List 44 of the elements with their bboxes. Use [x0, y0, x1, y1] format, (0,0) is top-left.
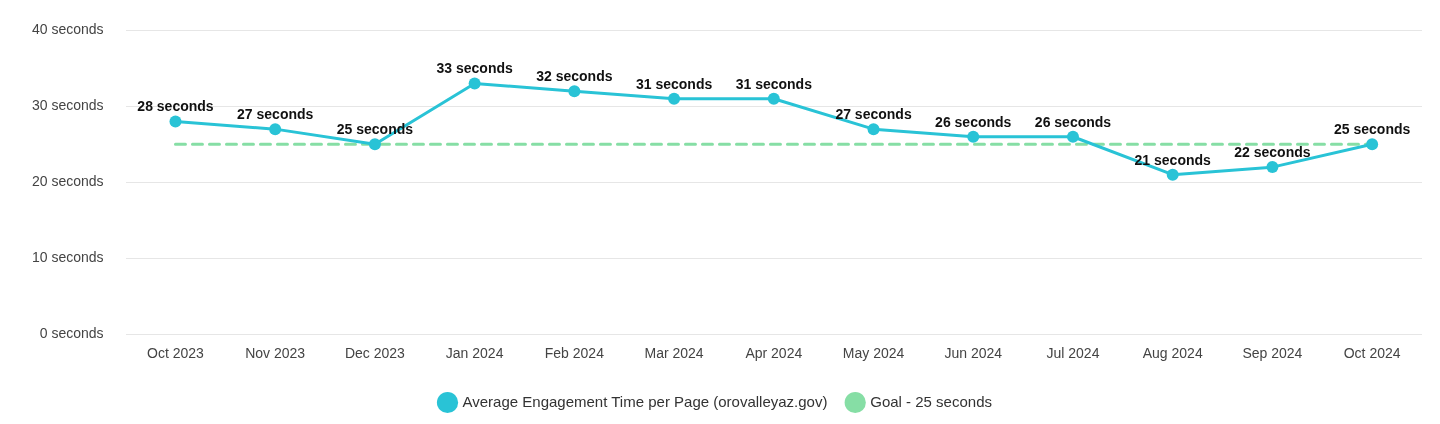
point	[269, 123, 282, 136]
x-tick-label: Apr 2024	[745, 345, 803, 362]
point	[368, 138, 381, 151]
legend-label: Goal - 25 seconds	[870, 392, 992, 410]
data-label: 26 seconds	[1034, 113, 1112, 130]
point	[867, 123, 880, 136]
legend-label: Average Engagement Time per Page (orovalleyaz.gov)	[462, 392, 828, 410]
point	[668, 92, 681, 105]
y-tick-label: 20 seconds	[32, 173, 104, 190]
y-tick-label: 10 seconds	[32, 249, 104, 266]
x-tick-label: Oct 2023	[147, 345, 205, 362]
point	[568, 85, 581, 98]
point	[1066, 130, 1079, 143]
data-label: 33 seconds	[436, 60, 513, 77]
data-label: 31 seconds	[635, 75, 713, 92]
data-label: 22 seconds	[1234, 143, 1311, 160]
x-tick-label: May 2024	[842, 345, 905, 362]
x-tick-label: Mar 2024	[644, 345, 704, 362]
data-label: 27 seconds	[237, 105, 314, 122]
data-label: 32 seconds	[536, 68, 613, 85]
point	[169, 115, 182, 128]
x-tick-label: Sep 2024	[1242, 345, 1303, 362]
x-tick-label: Jun 2024	[944, 345, 1003, 362]
point	[468, 77, 481, 90]
y-tick-label: 40 seconds	[32, 21, 104, 38]
data-label: 25 seconds	[1334, 121, 1411, 138]
point	[1166, 168, 1179, 181]
point	[767, 92, 780, 105]
x-tick-label: Jul 2024	[1046, 345, 1100, 362]
y-tick-label: 30 seconds	[32, 97, 104, 114]
data-label: 26 seconds	[935, 113, 1012, 130]
x-tick-label: Dec 2023	[344, 345, 406, 362]
data-label: 28 seconds	[137, 98, 214, 115]
data-label: 27 seconds	[835, 105, 912, 122]
x-tick-label: Aug 2024	[1142, 345, 1203, 362]
x-tick-label: Oct 2024	[1343, 345, 1401, 362]
point	[1266, 161, 1279, 174]
data-label: 31 seconds	[735, 75, 813, 92]
y-tick-label: 0 seconds	[39, 325, 104, 342]
x-tick-label: Nov 2023	[245, 345, 306, 362]
x-tick-label: Jan 2024	[445, 345, 504, 362]
x-tick-label: Feb 2024	[544, 345, 605, 362]
point	[967, 130, 980, 143]
point	[1366, 138, 1379, 151]
